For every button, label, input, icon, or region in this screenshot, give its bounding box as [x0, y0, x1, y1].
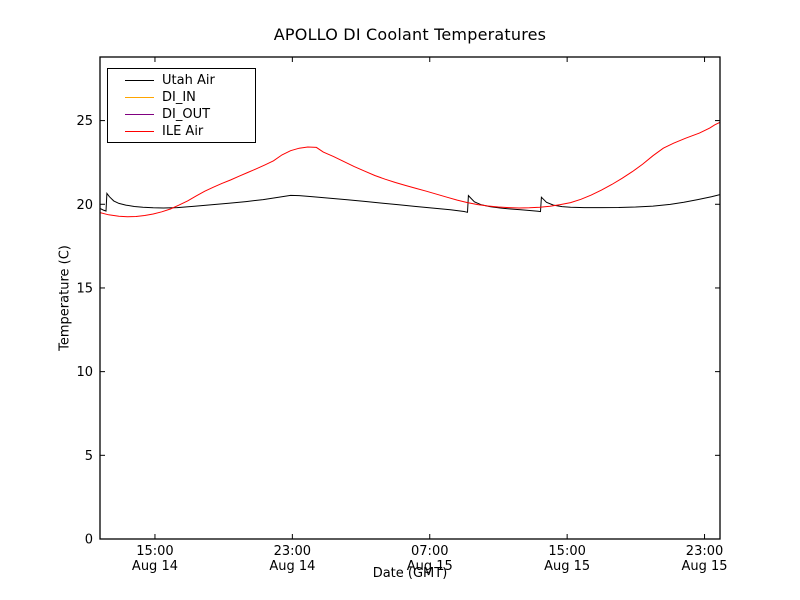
legend-label-di-in: DI_IN [162, 89, 196, 105]
legend-item-utah-air: Utah Air [125, 72, 255, 88]
x-tick-label-date: Aug 15 [544, 559, 590, 574]
x-tick-label-date: Aug 14 [132, 559, 178, 574]
x-tick-label-time: 23:00 [274, 544, 311, 559]
x-tick-label-date: Aug 15 [407, 559, 453, 574]
axes-frame [99, 56, 721, 540]
x-tick-label-date: Aug 15 [682, 559, 728, 574]
series-line-ile-air [100, 121, 720, 218]
x-tick-label-time: 15:00 [548, 544, 585, 559]
legend: Utah Air DI_IN DI_OUT ILE Air [107, 68, 256, 143]
y-tick-label: 20 [76, 198, 93, 213]
x-tick-label-time: 07:00 [411, 544, 448, 559]
x-tick-label-date: Aug 14 [269, 559, 315, 574]
chart-title: APOLLO DI Coolant Temperatures [273, 25, 547, 44]
y-tick-label: 15 [76, 281, 93, 296]
x-tick-label-time: 23:00 [686, 544, 723, 559]
y-tick-label: 25 [76, 114, 93, 129]
x-tick-label-time: 15:00 [136, 544, 173, 559]
y-tick-label: 5 [85, 449, 93, 464]
legend-label-ile-air: ILE Air [162, 123, 204, 139]
legend-item-ile-air: ILE Air [125, 123, 255, 139]
legend-line-sample-utah-air [125, 79, 154, 81]
y-tick-label: 10 [76, 365, 93, 380]
x-axis-label: Date (GMT) [372, 566, 448, 581]
y-tick-label: 0 [85, 533, 93, 548]
series-line-utah-air [100, 192, 720, 213]
legend-label-utah-air: Utah Air [162, 72, 215, 88]
legend-item-di-in: DI_IN [125, 89, 255, 105]
legend-item-di-out: DI_OUT [125, 106, 255, 122]
legend-line-sample-di-out [125, 113, 154, 115]
legend-line-sample-di-in [125, 96, 154, 98]
legend-line-sample-ile-air [125, 130, 154, 132]
legend-label-di-out: DI_OUT [162, 106, 211, 122]
